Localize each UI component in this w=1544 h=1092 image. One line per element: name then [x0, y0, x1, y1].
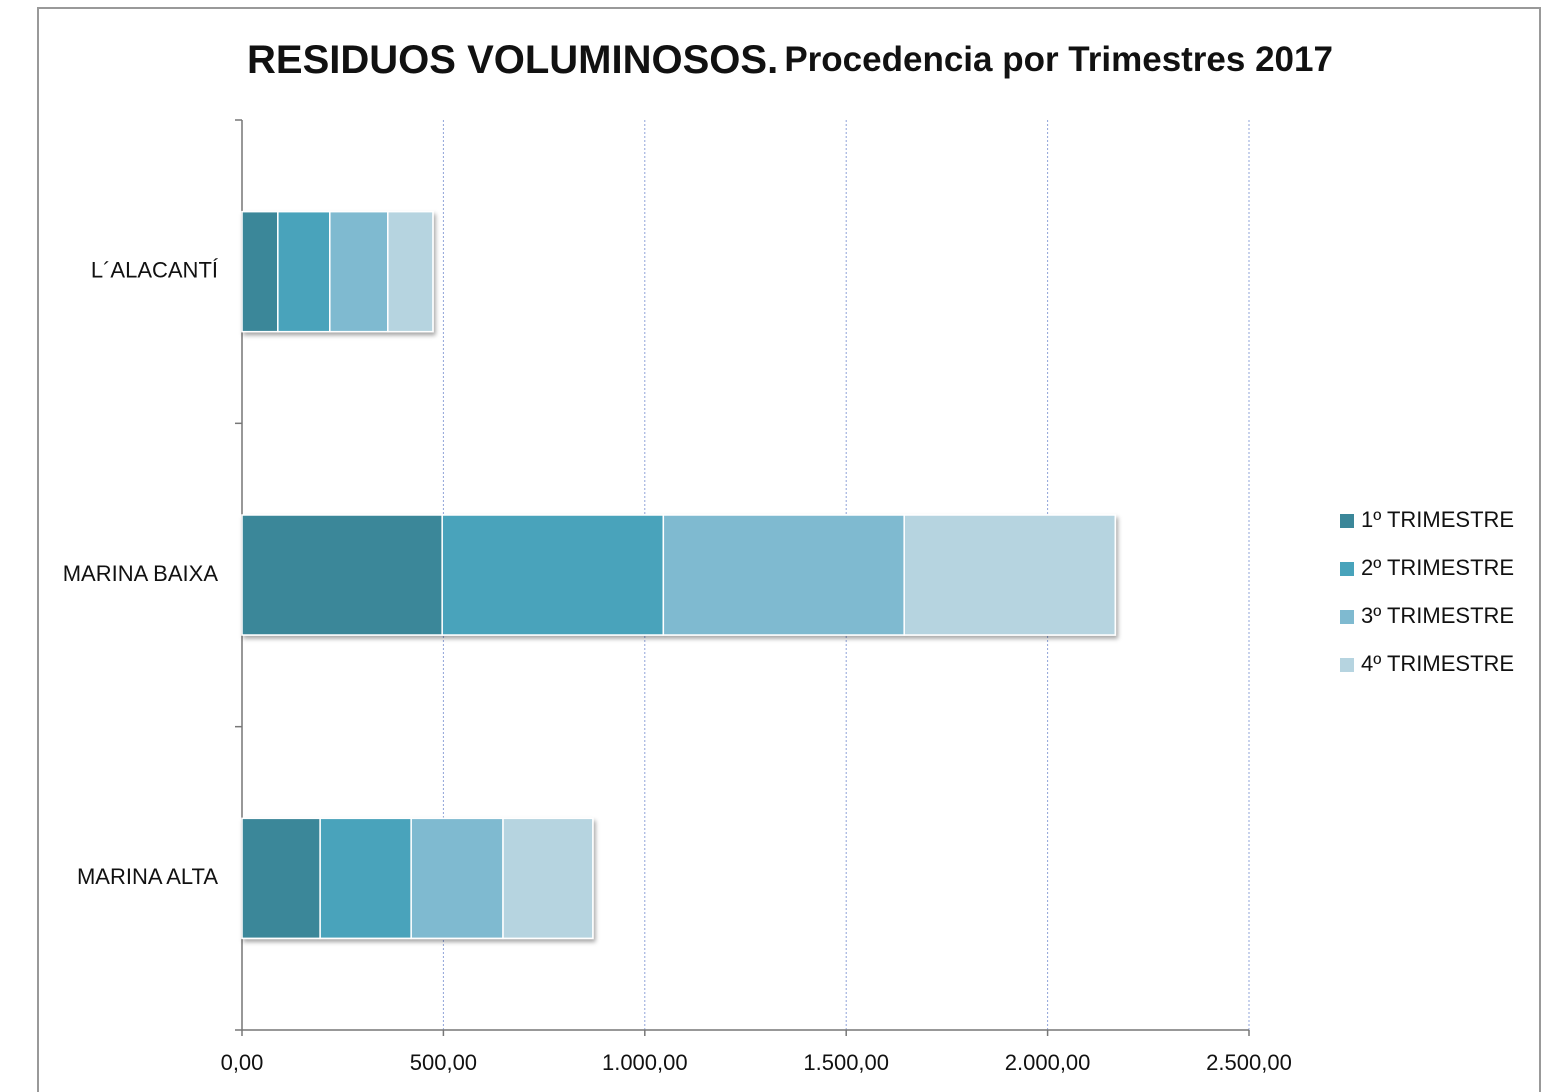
legend-swatch: [1340, 514, 1354, 528]
x-tick-label: 2.000,00: [1005, 1050, 1091, 1075]
legend-swatch: [1340, 610, 1354, 624]
bar-segment: [387, 210, 434, 333]
x-tick-label: 1.000,00: [602, 1050, 688, 1075]
subtitle: Procedencia por Trimestres 2017: [784, 40, 1333, 79]
legend-label: 4º TRIMESTRE: [1361, 651, 1514, 676]
bar-segment: [662, 514, 905, 636]
y-tick-label: L´ALACANTÍ: [91, 257, 219, 282]
bar-segment: [903, 514, 1117, 636]
bar-segment: [241, 210, 279, 333]
bar-group: [241, 514, 1117, 636]
x-tick-label: 0,00: [221, 1050, 264, 1075]
title: RESIDUOS VOLUMINOSOS.: [247, 38, 778, 82]
y-tick-label: MARINA BAIXA: [63, 561, 219, 586]
legend-label: 3º TRIMESTRE: [1361, 603, 1514, 628]
legend-label: 1º TRIMESTRE: [1361, 507, 1514, 532]
bar-segment: [441, 514, 665, 636]
y-tick-label: MARINA ALTA: [77, 864, 218, 889]
x-tick-label: 500,00: [410, 1050, 477, 1075]
legend-label: 2º TRIMESTRE: [1361, 555, 1514, 580]
legend-swatch: [1340, 658, 1354, 672]
chart-title: RESIDUOS VOLUMINOSOS. Procedencia por Tr…: [247, 38, 1333, 82]
bar-segment: [241, 514, 443, 636]
bar-group: [241, 210, 434, 333]
bar-segment: [277, 210, 331, 333]
bar-segment: [241, 817, 321, 940]
bar-segment: [319, 817, 412, 940]
x-tick-label: 2.500,00: [1206, 1050, 1292, 1075]
bar-group: [241, 817, 594, 940]
bar-segment: [329, 210, 389, 333]
bar-segment: [410, 817, 504, 940]
x-tick-label: 1.500,00: [803, 1050, 889, 1075]
legend-swatch: [1340, 562, 1354, 576]
bar-segment: [502, 817, 594, 940]
